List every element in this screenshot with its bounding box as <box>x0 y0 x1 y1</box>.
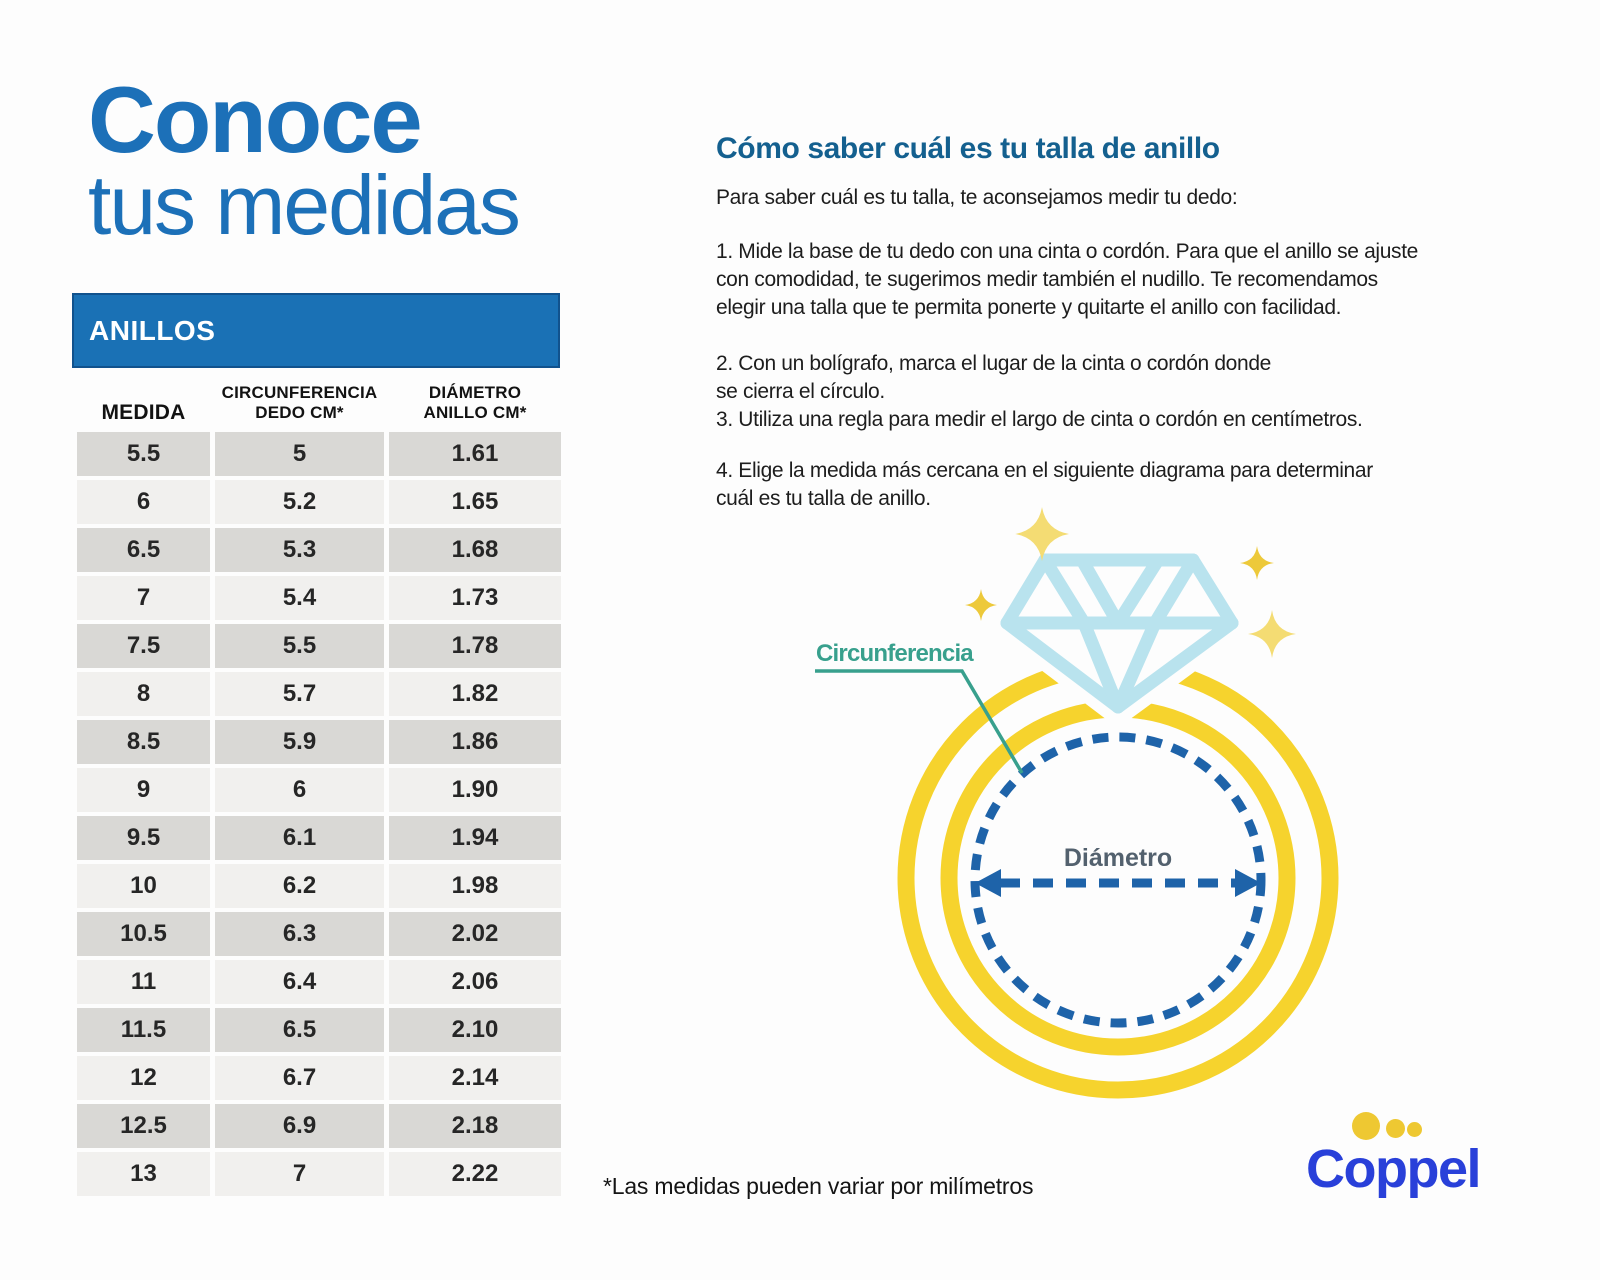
table-cell: 6 <box>215 768 384 812</box>
table-cell: 1.94 <box>389 816 561 860</box>
table-cell: 5 <box>215 432 384 476</box>
table-cell: 10.5 <box>77 912 210 956</box>
table-banner: ANILLOS <box>72 293 560 368</box>
size-table-body: 5.5 5 1.61 6 5.2 1.65 6.5 5.3 1.68 7 5.4 1.73 7.5 5.5… <box>77 432 561 1200</box>
table-cell: 1.68 <box>389 528 561 572</box>
circumference-dashed-circle <box>970 732 1266 1028</box>
table-cell: 2.14 <box>389 1056 561 1100</box>
table-cell: 11 <box>77 960 210 1004</box>
table-cell: 6.2 <box>215 864 384 908</box>
table-banner-label: ANILLOS <box>89 314 216 346</box>
table-row: 6.5 5.3 1.68 <box>77 528 561 572</box>
table-cell: 12 <box>77 1056 210 1100</box>
table-cell: 2.22 <box>389 1152 561 1196</box>
circumference-label: Circunferencia <box>816 640 974 667</box>
table-row: 8 5.7 1.82 <box>77 672 561 716</box>
table-cell: 6.9 <box>215 1104 384 1148</box>
table-cell: 5.4 <box>215 576 384 620</box>
table-cell: 5.5 <box>77 432 210 476</box>
table-cell: 7 <box>215 1152 384 1196</box>
footnote: *Las medidas pueden variar por milímetro… <box>603 1173 1034 1199</box>
table-cell: 6.5 <box>77 528 210 572</box>
table-cell: 11.5 <box>77 1008 210 1052</box>
table-cell: 5.9 <box>215 720 384 764</box>
table-cell: 6.1 <box>215 816 384 860</box>
table-row: 10.5 6.3 2.02 <box>77 912 561 956</box>
table-cell: 1.86 <box>389 720 561 764</box>
table-cell: 2.10 <box>389 1008 561 1052</box>
instructions-step-4: 4. Elige la medida más cercana en el sig… <box>716 459 1373 510</box>
table-cell: 1.90 <box>389 768 561 812</box>
table-cell: 2.02 <box>389 912 561 956</box>
sparkle-icon <box>1248 610 1296 658</box>
table-row: 9.5 6.1 1.94 <box>77 816 561 860</box>
sparkle-icon <box>965 589 997 621</box>
table-row: 5.5 5 1.61 <box>77 432 561 476</box>
table-cell: 2.06 <box>389 960 561 1004</box>
table-cell: 7.5 <box>77 624 210 668</box>
table-cell: 1.73 <box>389 576 561 620</box>
sparkle-icons <box>965 507 1296 658</box>
instructions-intro: Para saber cuál es tu talla, te aconseja… <box>716 186 1238 209</box>
column-header-diametro: DIÁMETRO ANILLO CM* <box>423 383 527 422</box>
table-cell: 6.3 <box>215 912 384 956</box>
sparkle-icon <box>1015 507 1069 561</box>
page-title-line1: Conoce <box>88 67 423 172</box>
diameter-arrow <box>975 869 1261 897</box>
table-cell: 5.3 <box>215 528 384 572</box>
table-cell: 2.18 <box>389 1104 561 1148</box>
table-cell: 1.61 <box>389 432 561 476</box>
table-row: 7 5.4 1.73 <box>77 576 561 620</box>
sparkle-icon <box>1240 546 1274 580</box>
table-cell: 5.2 <box>215 480 384 524</box>
table-row: 13 7 2.22 <box>77 1152 561 1196</box>
table-cell: 5.7 <box>215 672 384 716</box>
logo-wordmark: Coppel <box>1306 1139 1482 1199</box>
table-cell: 6.5 <box>215 1008 384 1052</box>
table-cell: 10 <box>77 864 210 908</box>
table-cell: 8.5 <box>77 720 210 764</box>
table-cell: 9.5 <box>77 816 210 860</box>
instructions-step-2-3: 2. Con un bolígrafo, marca el lugar de l… <box>716 352 1363 431</box>
table-row: 9 6 1.90 <box>77 768 561 812</box>
table-cell: 6.7 <box>215 1056 384 1100</box>
table-row: 7.5 5.5 1.78 <box>77 624 561 668</box>
instructions-heading: Cómo saber cuál es tu talla de anillo <box>716 132 1220 165</box>
table-cell: 1.82 <box>389 672 561 716</box>
circumference-pointer-line <box>815 669 1024 774</box>
table-cell: 6.4 <box>215 960 384 1004</box>
table-cell: 1.65 <box>389 480 561 524</box>
logo-dot-large <box>1352 1112 1380 1140</box>
table-cell: 8 <box>77 672 210 716</box>
table-cell: 12.5 <box>77 1104 210 1148</box>
table-row: 12 6.7 2.14 <box>77 1056 561 1100</box>
logo-dot-medium <box>1386 1119 1405 1138</box>
table-cell: 13 <box>77 1152 210 1196</box>
table-row: 10 6.2 1.98 <box>77 864 561 908</box>
table-header-row: MEDIDA CIRCUNFERENCIA DEDO CM* DIÁMETRO … <box>77 368 560 426</box>
diamond-icon <box>990 543 1249 724</box>
table-row: 6 5.2 1.65 <box>77 480 561 524</box>
diameter-label: Diámetro <box>1064 844 1172 872</box>
logo-dot-small <box>1407 1122 1422 1137</box>
table-row: 8.5 5.9 1.86 <box>77 720 561 764</box>
table-cell: 7 <box>77 576 210 620</box>
table-cell: 1.78 <box>389 624 561 668</box>
table-cell: 9 <box>77 768 210 812</box>
table-cell: 6 <box>77 480 210 524</box>
page-title-line2: tus medidas <box>88 158 521 252</box>
column-header-medida: MEDIDA <box>101 401 186 424</box>
table-row: 11 6.4 2.06 <box>77 960 561 1004</box>
table-cell: 1.98 <box>389 864 561 908</box>
page-title: Conoce tus medidas <box>88 67 521 252</box>
table-cell: 5.5 <box>215 624 384 668</box>
table-row: 12.5 6.9 2.18 <box>77 1104 561 1148</box>
column-header-circunferencia: CIRCUNFERENCIA DEDO CM* <box>221 383 378 422</box>
table-row: 11.5 6.5 2.10 <box>77 1008 561 1052</box>
instructions-step-1: 1. Mide la base de tu dedo con una cinta… <box>716 240 1419 319</box>
